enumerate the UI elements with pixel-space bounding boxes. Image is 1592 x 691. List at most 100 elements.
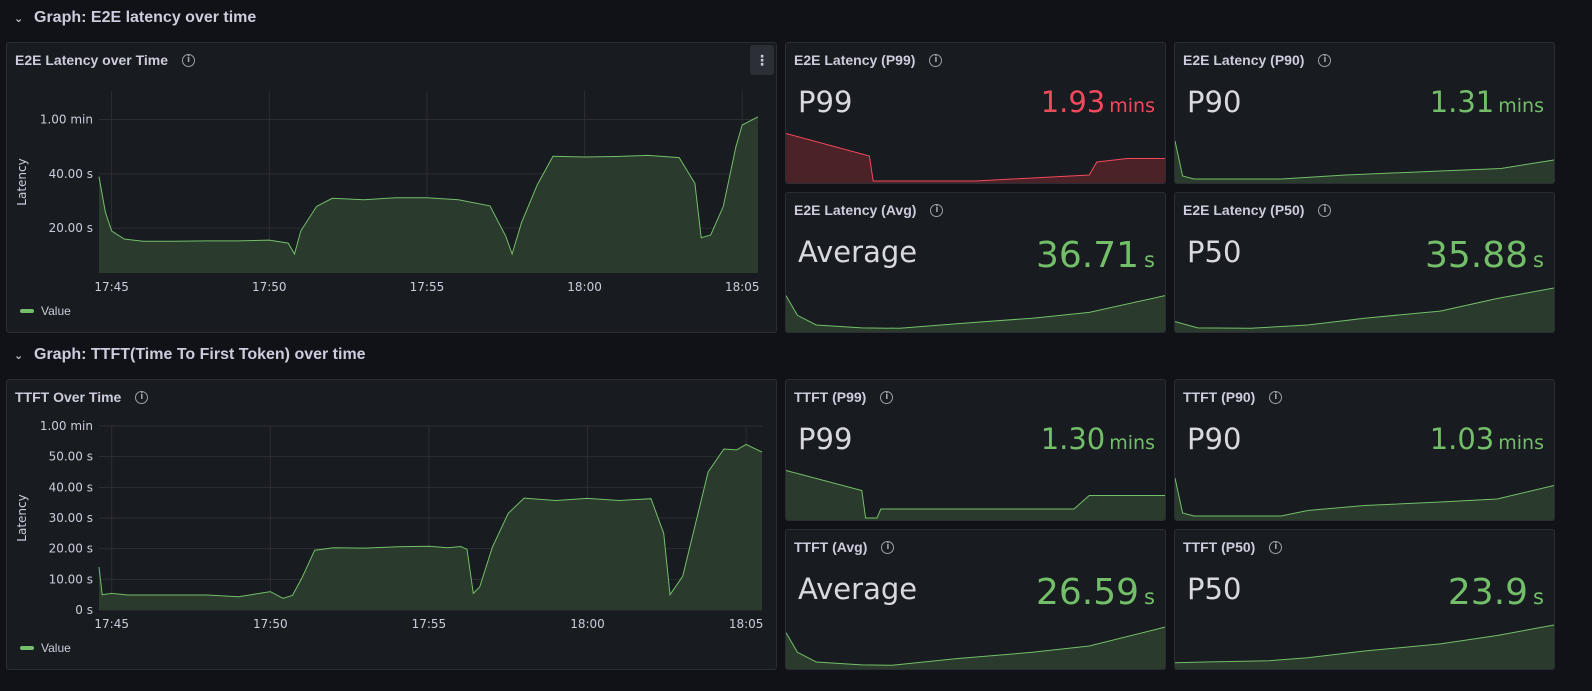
sparkline <box>1175 287 1554 332</box>
x-tick-label: 18:05 <box>729 617 764 631</box>
x-tick-label: 17:50 <box>253 617 288 631</box>
row-title: Graph: E2E latency over time <box>34 9 257 26</box>
stat-number: 36.71 <box>1035 235 1140 276</box>
stat-number: 1.93 <box>1040 85 1106 119</box>
panel-title: E2E Latency (P90) <box>1183 52 1305 68</box>
y-tick-label: 50.00 s <box>49 450 93 464</box>
sparkline-line <box>1175 140 1554 180</box>
series-area-fill <box>99 116 758 273</box>
sparkline <box>786 470 1165 520</box>
info-icon[interactable]: i <box>929 53 943 67</box>
y-tick-label: 1.00 min <box>40 419 93 433</box>
x-tick-label: 17:45 <box>94 280 129 294</box>
sparkline-fill <box>786 470 1165 520</box>
legend[interactable]: Value <box>20 641 71 655</box>
x-tick-label: 17:55 <box>412 617 447 631</box>
info-icon[interactable]: i <box>1269 390 1283 404</box>
stat-number: 26.59 <box>1035 572 1140 613</box>
legend-label: Value <box>41 641 71 655</box>
series-line <box>98 443 763 599</box>
info-icon[interactable]: i <box>182 53 196 67</box>
stat-value: 1.30 mins <box>1041 422 1155 456</box>
sparkline <box>786 626 1165 669</box>
y-tick-label: 30.00 s <box>49 511 93 525</box>
sparkline-line <box>1175 624 1554 664</box>
sparkline-line <box>786 295 1165 329</box>
x-tick-label: 18:00 <box>570 617 605 631</box>
e2e-avg-stat-panel: E2E Latency (Avg) i Average 36.71 s <box>785 192 1166 333</box>
info-icon[interactable]: i <box>880 390 894 404</box>
stat-name: Average <box>798 235 918 269</box>
stat-value: 23.9 s <box>1448 572 1544 613</box>
legend-swatch <box>20 309 34 313</box>
stat-unit: mins <box>1498 95 1544 117</box>
stat-unit: mins <box>1109 95 1155 117</box>
row-header-ttft[interactable]: ⌄ Graph: TTFT(Time To First Token) over … <box>0 340 1592 370</box>
sparkline-fill <box>1175 288 1554 332</box>
sparkline-line <box>786 626 1165 666</box>
panel-title: E2E Latency (P50) <box>1183 202 1305 218</box>
chevron-down-icon[interactable]: ⌄ <box>14 349 24 362</box>
stat-value: 1.03 mins <box>1430 422 1544 456</box>
sparkline-fill <box>1175 478 1554 520</box>
legend[interactable]: Value <box>20 304 71 318</box>
panel-title: TTFT (P90) <box>1183 389 1256 405</box>
panel-title: E2E Latency (P99) <box>794 52 916 68</box>
stat-value: 35.88 s <box>1425 235 1544 276</box>
x-tick-label: 17:55 <box>410 280 445 294</box>
stat-value: 26.59 s <box>1036 572 1155 613</box>
info-icon[interactable]: i <box>881 540 895 554</box>
sparkline-line <box>786 470 1165 519</box>
stat-unit: s <box>1144 585 1155 609</box>
sparkline <box>786 133 1165 183</box>
stat-unit: s <box>1533 585 1544 609</box>
stat-number: 35.88 <box>1424 235 1529 276</box>
y-tick-label: 1.00 min <box>40 113 93 127</box>
chevron-down-icon[interactable]: ⌄ <box>14 12 24 25</box>
info-icon[interactable]: i <box>1318 203 1332 217</box>
y-tick-label: 0 s <box>75 603 93 617</box>
series-area-fill <box>99 444 762 610</box>
ttft-p99-stat-panel: TTFT (P99) i P99 1.30 mins <box>785 379 1166 521</box>
sparkline <box>1175 140 1554 183</box>
x-tick-label: 18:05 <box>725 280 760 294</box>
panel-title: TTFT (P99) <box>794 389 867 405</box>
sparkline-fill <box>1175 625 1554 669</box>
e2e-p99-stat-panel: E2E Latency (P99) i P99 1.93 mins <box>785 42 1166 184</box>
stat-number: 1.31 <box>1429 85 1495 119</box>
info-icon[interactable]: i <box>930 203 944 217</box>
sparkline-fill <box>786 627 1165 669</box>
sparkline <box>786 295 1165 332</box>
info-icon[interactable]: i <box>135 390 149 404</box>
y-tick-label: 40.00 s <box>49 167 93 181</box>
stat-number: 1.30 <box>1040 422 1106 456</box>
ttft-p90-stat-panel: TTFT (P90) i P90 1.03 mins <box>1174 379 1555 521</box>
y-axis-label: Latency <box>15 158 29 205</box>
stat-name: P90 <box>1187 422 1242 456</box>
y-axis-label: Latency <box>15 494 29 541</box>
panel-title: E2E Latency (Avg) <box>794 202 917 218</box>
stat-name: P99 <box>798 85 853 119</box>
panel-menu-button[interactable]: ⋮ <box>750 45 774 75</box>
panel-title: E2E Latency over Time <box>15 52 169 68</box>
sparkline-fill <box>786 133 1165 183</box>
stat-unit: s <box>1144 248 1155 272</box>
stat-name: P50 <box>1187 235 1242 269</box>
series-line <box>98 116 759 256</box>
info-icon[interactable]: i <box>1269 540 1283 554</box>
stat-unit: s <box>1533 248 1544 272</box>
stat-value: 36.71 s <box>1036 235 1155 276</box>
y-tick-label: 40.00 s <box>49 480 93 494</box>
x-tick-label: 18:00 <box>567 280 602 294</box>
stat-number: 23.9 <box>1447 572 1529 613</box>
y-tick-label: 20.00 s <box>49 221 93 235</box>
ttft-avg-stat-panel: TTFT (Avg) i Average 26.59 s <box>785 529 1166 670</box>
info-icon[interactable]: i <box>1318 53 1332 67</box>
sparkline <box>1175 624 1554 669</box>
sparkline-fill <box>786 295 1165 332</box>
x-tick-label: 17:50 <box>252 280 287 294</box>
e2e-p90-stat-panel: E2E Latency (P90) i P90 1.31 mins <box>1174 42 1555 184</box>
ttft-over-time-panel: TTFT Over Time i 0 s 10.00 s 20.00 s 30.00 … <box>6 379 777 670</box>
row-header-e2e[interactable]: ⌄ Graph: E2E latency over time <box>0 3 1592 33</box>
stat-name: P50 <box>1187 572 1242 606</box>
